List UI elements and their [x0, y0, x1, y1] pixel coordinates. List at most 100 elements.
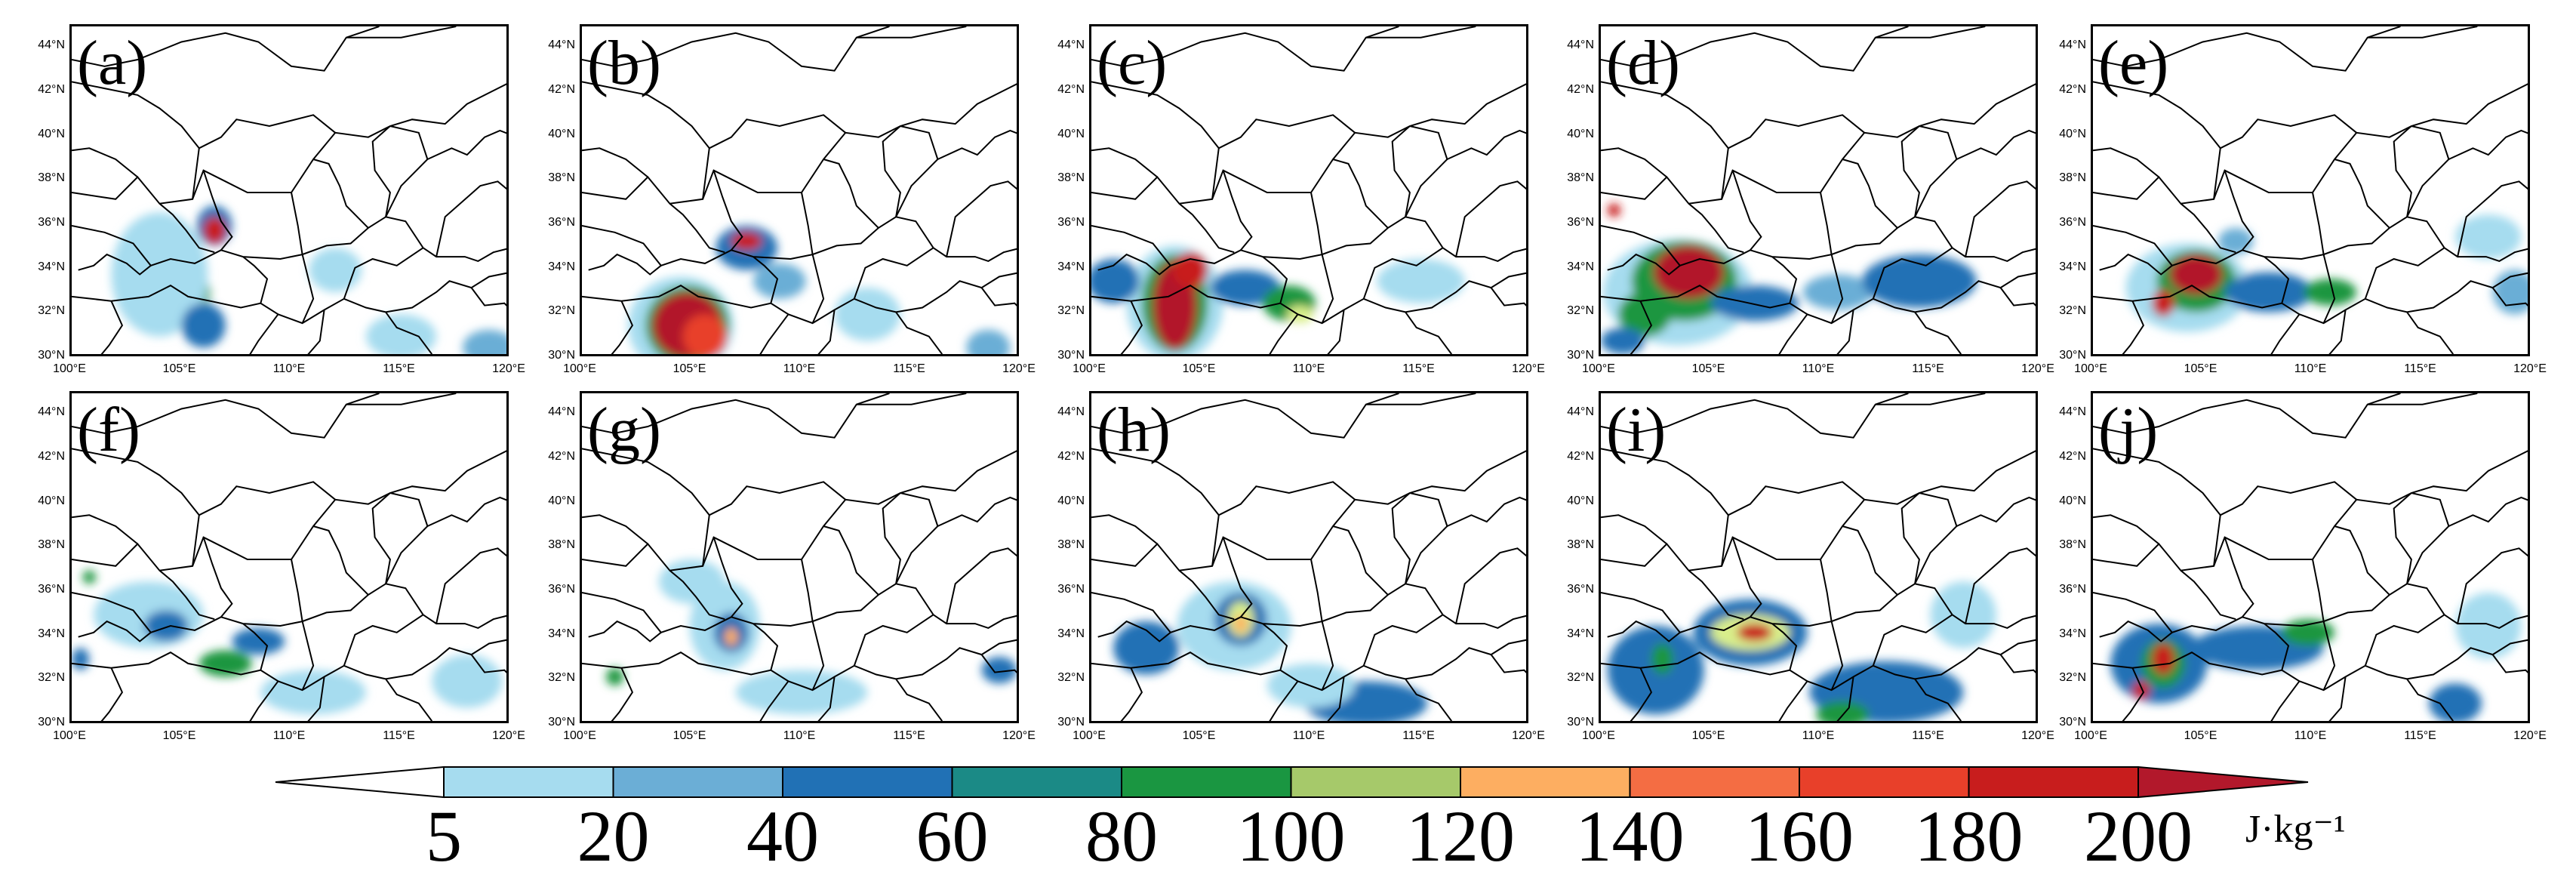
province-boundary	[426, 496, 506, 527]
province-boundary	[582, 583, 1017, 633]
colorbar-segment	[782, 766, 953, 798]
colorbar-tick-label: 80	[1085, 796, 1158, 876]
province-boundary	[611, 667, 634, 721]
cape-field-map	[2093, 393, 2528, 721]
lat-tick-label: 40°N	[38, 127, 65, 140]
lon-tick-label: 120°E	[1002, 729, 1036, 742]
province-boundary	[1222, 170, 1253, 251]
province-boundary	[801, 559, 825, 691]
lon-tick-label: 120°E	[1002, 362, 1036, 375]
province-boundary	[2457, 547, 2528, 624]
province-boundary	[1601, 83, 2036, 205]
lon-tick-label: 100°E	[563, 729, 596, 742]
province-boundary	[2093, 639, 2528, 692]
lat-tick-label: 36°N	[548, 583, 575, 596]
province-boundary	[371, 125, 391, 217]
colorbar-segment	[1799, 766, 1970, 798]
cape-contour-40	[2224, 272, 2313, 313]
province-boundary	[1607, 253, 1681, 276]
lon-tick-label: 100°E	[2074, 362, 2107, 375]
lon-tick-label: 105°E	[1182, 362, 1216, 375]
lon-tick-label: 115°E	[1402, 362, 1435, 375]
province-boundary	[1332, 159, 1389, 229]
lon-tick-label: 120°E	[2513, 362, 2547, 375]
province-boundary	[1914, 311, 1962, 354]
province-boundary	[1601, 583, 2036, 633]
map-frame	[2091, 391, 2530, 723]
cape-contour-10	[309, 248, 362, 292]
province-boundary	[2270, 680, 2301, 721]
province-boundary	[1731, 170, 1762, 251]
lat-tick-label: 38°N	[38, 171, 65, 185]
province-boundary	[1362, 614, 1444, 667]
cape-contour-80	[82, 570, 97, 584]
province-boundary	[1262, 623, 1288, 670]
cape-contour-8	[2455, 214, 2522, 259]
province-boundary	[435, 547, 506, 624]
province-boundary	[2213, 481, 2357, 566]
province-boundary	[2093, 216, 2528, 266]
colorbar-segment	[1121, 766, 1292, 798]
lon-tick-label: 105°E	[2184, 362, 2217, 375]
province-boundary	[72, 26, 380, 72]
cape-field-map	[2093, 26, 2528, 354]
province-boundary	[582, 393, 890, 439]
lon-tick-label: 100°E	[1073, 729, 1106, 742]
province-boundary	[2093, 272, 2528, 325]
province-boundary	[435, 180, 506, 257]
province-boundary	[582, 26, 890, 72]
province-boundary	[249, 313, 279, 354]
colorbar-tick-label: 140	[1575, 796, 1685, 876]
province-boundary	[1120, 667, 1143, 721]
lat-tick-label: 40°N	[1567, 494, 1594, 507]
lat-tick-label: 30°N	[38, 716, 65, 729]
cape-contour-150	[2132, 681, 2150, 699]
province-boundary	[1872, 614, 1953, 667]
lat-tick-label: 38°N	[38, 538, 65, 552]
colorbar-segment	[443, 766, 614, 798]
province-boundary	[307, 676, 325, 721]
lat-tick-label: 42°N	[38, 450, 65, 463]
province-boundary	[78, 620, 152, 642]
province-boundary	[2270, 313, 2301, 354]
province-boundary	[385, 492, 429, 584]
panel-label: (c)	[1097, 28, 1168, 98]
cape-contour-10	[735, 670, 868, 715]
lat-tick-label: 32°N	[548, 304, 575, 318]
province-boundary	[202, 170, 233, 251]
cape-contour-5	[111, 212, 208, 337]
cape-contour-80	[1816, 701, 1870, 721]
province-boundary	[1446, 496, 1526, 527]
lat-tick-label: 42°N	[2059, 83, 2086, 96]
colorbar-segment	[951, 766, 1122, 798]
lat-tick-label: 32°N	[38, 304, 65, 318]
province-boundary	[1900, 125, 1920, 217]
province-boundary	[1771, 256, 1798, 303]
cape-contour-30	[1091, 259, 1140, 303]
colorbar-tick-label: 200	[2084, 796, 2193, 876]
province-boundary	[2122, 667, 2145, 721]
lon-tick-label: 120°E	[492, 729, 525, 742]
cape-field-map	[1091, 393, 1526, 721]
lat-tick-label: 38°N	[2059, 538, 2086, 552]
province-boundary	[1269, 680, 1299, 721]
lon-tick-label: 105°E	[1182, 729, 1216, 742]
lon-tick-label: 110°E	[2294, 362, 2327, 375]
lat-tick-label: 42°N	[1057, 450, 1085, 463]
province-boundary	[2491, 654, 2528, 673]
province-boundary	[1999, 287, 2036, 307]
lat-tick-label: 42°N	[548, 83, 575, 96]
province-boundary	[582, 272, 1017, 325]
lat-tick-label: 42°N	[38, 83, 65, 96]
province-boundary	[78, 253, 152, 276]
map-frame	[1599, 24, 2038, 356]
province-boundary	[1327, 310, 1345, 354]
cape-contour-40	[232, 627, 285, 655]
cape-contour-150	[2152, 290, 2174, 317]
province-boundary	[192, 114, 336, 199]
province-boundary	[1391, 125, 1411, 217]
province-boundary	[346, 393, 457, 405]
province-boundary	[1820, 192, 1844, 324]
cape-contour-150	[1607, 203, 1621, 217]
lat-tick-label: 38°N	[1567, 171, 1594, 185]
